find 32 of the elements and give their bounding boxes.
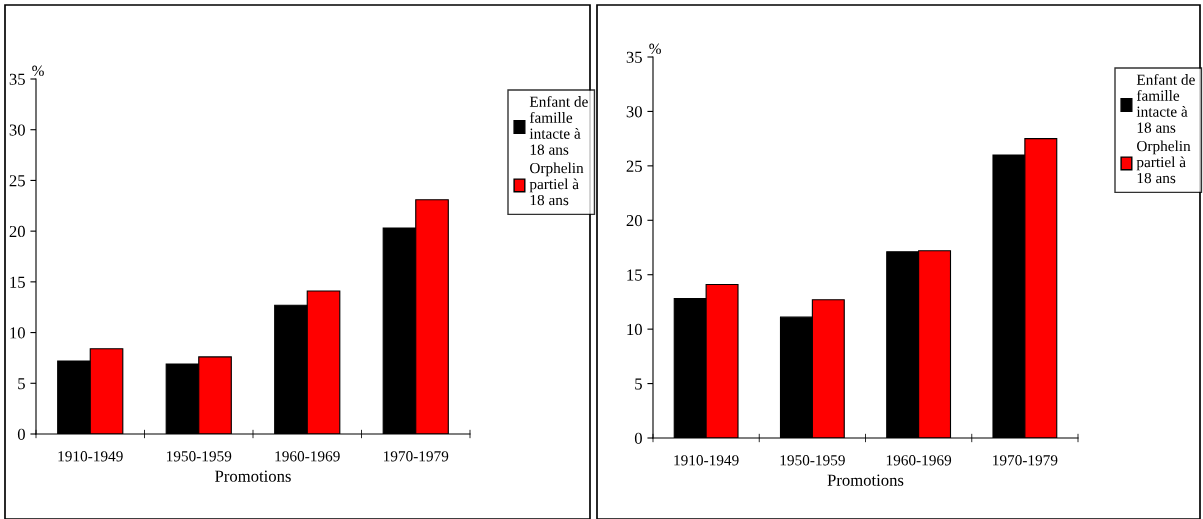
x-axis-title: Promotions [215, 470, 291, 482]
legend-label: Enfant de famille intacte à 18 ans [1136, 73, 1195, 133]
y-tick-label: 10 [10, 327, 25, 339]
y-tick-label: 5 [18, 378, 25, 390]
x-tick-label: 1950-1959 [166, 451, 232, 462]
y-tick-label: 25 [9, 175, 25, 187]
x-tick-label: 1910-1949 [674, 455, 739, 466]
y-tick-label: 15 [10, 276, 25, 288]
x-tick-label: 1960-1969 [886, 455, 952, 466]
legend-label: Orphelin partiel à 18 ans [1136, 140, 1191, 184]
y-axis-title: % [649, 43, 661, 54]
y-tick-label: 30 [626, 106, 642, 118]
x-tick-label: 1960-1969 [275, 451, 340, 462]
y-tick-label: 25 [626, 160, 642, 172]
legend-label: Orphelin partiel à 18 ans [529, 162, 584, 206]
x-tick-label: 1950-1959 [780, 455, 845, 466]
y-tick-label: 15 [627, 269, 642, 281]
y-tick-label: 0 [634, 432, 642, 444]
y-tick-label: 20 [626, 214, 642, 227]
y-tick-label: 35 [9, 73, 25, 85]
y-tick-label: 30 [9, 124, 25, 136]
x-axis-title: Promotions [827, 474, 904, 486]
y-tick-label: 10 [627, 323, 642, 336]
y-tick-label: 0 [17, 428, 25, 440]
x-tick-label: 1970-1979 [993, 455, 1058, 466]
y-tick-label: 20 [9, 225, 25, 238]
y-tick-label: 35 [626, 51, 642, 63]
y-tick-label: 5 [635, 378, 642, 390]
y-axis-title: % [32, 65, 44, 76]
legend-label: Enfant de famille intacte à 18 ans [529, 95, 588, 155]
x-tick-label: 1970-1979 [383, 451, 449, 462]
x-tick-label: 1910-1949 [58, 451, 123, 462]
